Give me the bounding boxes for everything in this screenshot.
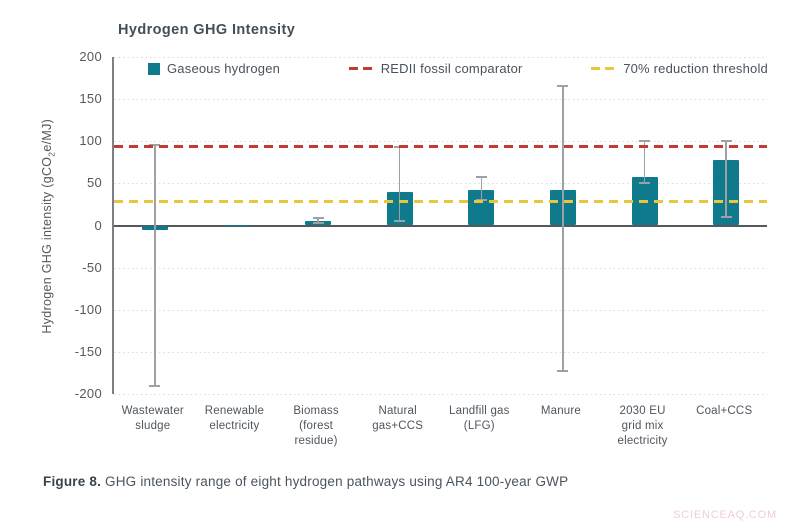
error-bar-cap [394, 220, 406, 223]
x-axis-label: Renewable electricity [204, 405, 265, 432]
legend-item: Gaseous hydrogen [148, 61, 280, 76]
error-bar [317, 217, 319, 223]
error-bar-cap [639, 140, 651, 143]
figure-number: Figure 8. [43, 474, 102, 489]
y-tick-label: 200 [79, 49, 102, 64]
bar-renewable-electricity [223, 224, 250, 226]
y-tick-label: 50 [86, 175, 102, 191]
legend-item: REDII fossil comparator [348, 61, 523, 76]
y-axis-label-subscript: 2 [46, 151, 57, 157]
chart-title: Hydrogen GHG Intensity [118, 22, 296, 38]
x-axis-label: 2030 EU grid mix electricity [617, 405, 668, 447]
legend-label: REDII fossil comparator [380, 61, 523, 76]
error-bar-cap [312, 216, 324, 219]
legend-square-swatch [148, 62, 160, 75]
y-tick-label: 100 [79, 133, 102, 149]
x-axis-label: Wastewater sludge [121, 405, 184, 432]
x-axis-label: Biomass (forest residue) [293, 405, 339, 447]
error-bar-cap [720, 216, 732, 219]
watermark: SCIENCEAQ.COM [673, 509, 777, 521]
gridline [114, 99, 767, 101]
x-axis-label: Coal+CCS [696, 405, 753, 417]
x-axis-label: Manure [540, 405, 582, 417]
legend: Gaseous hydrogen REDII fossil comparator 7… [148, 61, 768, 76]
reference-line-threshold [114, 200, 767, 204]
error-bar-cap [475, 199, 487, 202]
error-bar-cap [720, 140, 732, 143]
figure-caption-text: GHG intensity range of eight hydrogen pa… [101, 474, 569, 489]
error-bar-cap [149, 384, 161, 387]
legend-item: 70% reduction threshold [591, 61, 768, 76]
gridline [114, 57, 767, 58]
x-axis-label: Natural gas+CCS [372, 405, 424, 432]
error-bar [154, 145, 156, 386]
error-bar-cap [312, 221, 324, 224]
y-tick-label: 150 [79, 91, 102, 107]
gridline [114, 309, 767, 311]
gridline [114, 267, 767, 269]
error-bar [725, 141, 727, 218]
error-bar [398, 147, 401, 222]
gridline [114, 141, 767, 143]
figure-caption: Figure 8. GHG intensity range of eight h… [43, 474, 568, 489]
error-bar [480, 177, 483, 201]
error-bar-cap [557, 85, 569, 88]
error-bar-cap [557, 370, 569, 373]
error-bar [562, 86, 564, 372]
y-tick-label: -100 [74, 301, 102, 317]
plot-area [112, 57, 767, 395]
error-bar-cap [639, 182, 651, 185]
x-axis-label: Landfill gas (LFG) [449, 405, 510, 432]
error-bar-cap [475, 176, 487, 179]
gridline [114, 394, 767, 395]
gridline [114, 183, 767, 185]
y-tick-label: -50 [82, 259, 102, 275]
zero-axis-line [114, 225, 767, 227]
error-bar [643, 141, 646, 184]
legend-label: 70% reduction threshold [623, 61, 768, 76]
legend-dash-swatch [591, 67, 617, 70]
gridline [114, 351, 767, 353]
y-tick-label: -200 [74, 386, 102, 401]
y-tick-label: -150 [74, 343, 102, 359]
y-tick-label: 0 [94, 217, 102, 233]
reference-line-redii [114, 144, 767, 148]
legend-dash-swatch [348, 67, 374, 70]
legend-label: Gaseous hydrogen [167, 61, 281, 76]
